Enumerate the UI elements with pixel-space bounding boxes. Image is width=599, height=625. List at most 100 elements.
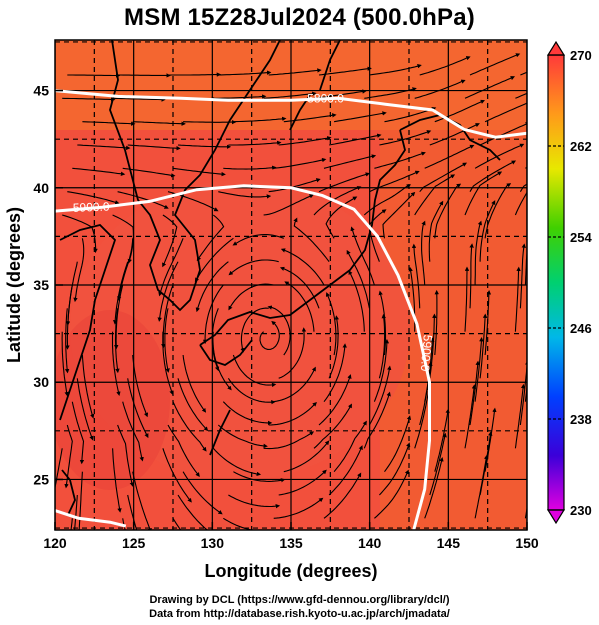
streamline <box>112 261 129 325</box>
streamline <box>323 472 362 519</box>
streamline <box>469 160 517 192</box>
streamline <box>82 121 136 126</box>
streamline <box>378 442 411 496</box>
streamline <box>132 471 152 530</box>
streamline <box>212 447 262 477</box>
streamline <box>293 217 330 263</box>
contour-label: 5900.0 <box>73 200 110 215</box>
streamline <box>536 292 541 355</box>
streamline <box>350 226 375 286</box>
streamline <box>62 97 116 102</box>
streamline <box>172 167 226 177</box>
y-tick-label: 25 <box>33 471 49 487</box>
streamline <box>78 471 83 530</box>
streamline <box>434 99 486 123</box>
colorbar-tick-label: 238 <box>570 412 592 427</box>
streamline <box>318 66 372 76</box>
streamline <box>411 243 421 309</box>
streamline <box>328 445 363 496</box>
streamline <box>228 259 279 276</box>
contour-line <box>55 89 527 139</box>
streamline <box>333 420 367 473</box>
streamline <box>223 165 277 170</box>
streamline <box>172 518 182 530</box>
x-tick-label: 145 <box>437 535 461 551</box>
x-axis-label: Longitude (degrees) <box>204 561 377 581</box>
y-tick-label: 35 <box>33 277 49 293</box>
colorbar-min-arrow <box>546 509 566 525</box>
streamline <box>346 249 370 309</box>
streamline <box>273 366 316 403</box>
streamline <box>318 374 352 426</box>
streamline <box>223 517 275 530</box>
streamline <box>414 174 456 216</box>
streamline <box>382 191 416 239</box>
streamline <box>132 121 186 126</box>
x-tick-label: 150 <box>515 535 539 551</box>
streamline <box>348 270 365 332</box>
x-tick-label: 130 <box>201 535 225 551</box>
streamline <box>378 313 386 379</box>
streamline <box>167 424 200 477</box>
streamline <box>421 220 426 286</box>
streamline <box>464 76 515 99</box>
colorbar-tick-label: 262 <box>570 139 592 154</box>
streamline <box>514 191 527 216</box>
streamline <box>414 385 431 449</box>
streamline <box>368 365 392 426</box>
streamline <box>213 94 267 99</box>
streamline <box>479 431 493 496</box>
streamline <box>114 284 124 350</box>
streamline <box>464 266 470 332</box>
streamline <box>369 64 422 76</box>
streamline <box>323 154 377 169</box>
streamline <box>268 401 317 426</box>
streamline <box>384 415 412 473</box>
streamline <box>424 337 435 402</box>
y-axis-label: Latitude (degrees) <box>4 207 24 363</box>
streamline <box>127 378 149 439</box>
streamline <box>520 71 527 76</box>
streamline <box>519 243 526 309</box>
colorbar-tick-label: 270 <box>570 48 592 63</box>
streamline <box>177 494 208 530</box>
streamline <box>313 186 362 216</box>
streamline <box>127 144 181 151</box>
streamline <box>168 72 222 77</box>
streamline <box>531 433 540 495</box>
streamline <box>232 354 277 388</box>
streamline <box>484 183 512 239</box>
streamline <box>259 320 280 350</box>
streamline <box>525 166 527 169</box>
streamline <box>531 316 536 379</box>
streamline <box>373 338 390 402</box>
streamline <box>429 123 480 146</box>
streamline <box>536 216 543 239</box>
streamline <box>434 183 462 239</box>
streamline <box>122 401 144 462</box>
streamline <box>195 261 229 313</box>
y-tick-label: 40 <box>33 180 49 196</box>
streamline <box>263 431 315 450</box>
streamline <box>379 130 432 146</box>
streamline <box>419 56 471 76</box>
streamline <box>183 119 237 125</box>
credit-data: Data from http://database.rish.kyoto-u.a… <box>149 608 450 620</box>
streamline <box>479 313 488 379</box>
streamline <box>233 116 287 123</box>
streamline <box>313 403 352 449</box>
x-tick-label: 135 <box>279 535 303 551</box>
streamline <box>419 162 468 193</box>
streamline <box>474 337 484 402</box>
colorbar-tick-label: 246 <box>570 321 592 336</box>
streamline <box>328 315 339 379</box>
streamline <box>177 144 232 150</box>
streamline <box>514 383 526 449</box>
streamline <box>72 167 126 176</box>
streamline <box>117 424 134 487</box>
streamline <box>263 194 314 216</box>
streamline <box>71 401 85 465</box>
contour-line <box>55 184 431 530</box>
geopotential-contours: 5800.0 5900.0 5900.0 <box>55 89 527 530</box>
colorbar <box>546 40 566 525</box>
